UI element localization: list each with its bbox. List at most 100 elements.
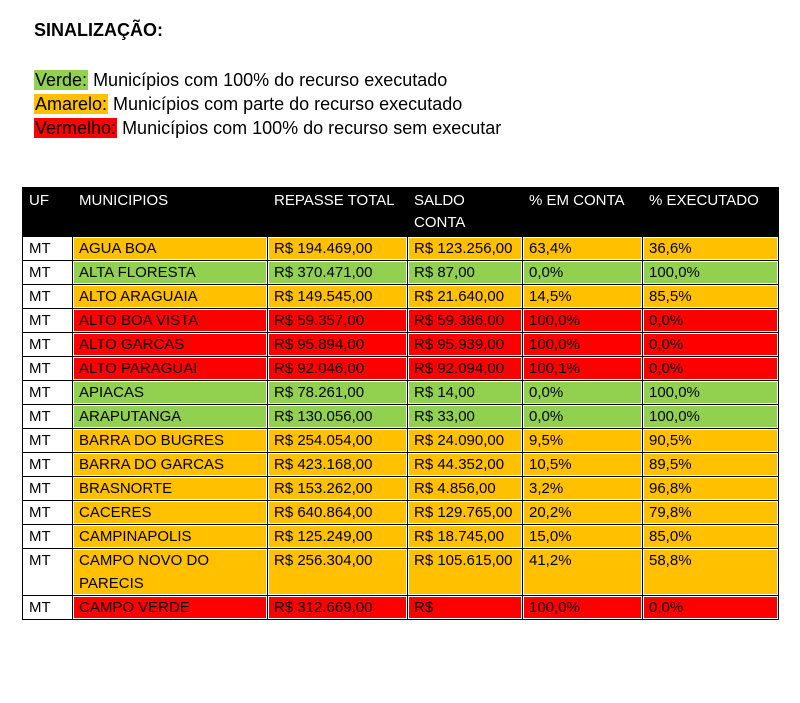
table-cell: 0,0%	[522, 380, 643, 405]
table-cell: R$ 640.864,00	[267, 500, 408, 525]
table-cell: 3,2%	[522, 476, 643, 501]
table-row: MT ALTO PARAGUAI R$ 92.046,00 R$ 92.094,00 1…	[22, 356, 779, 381]
table-row: MT CACERES R$ 640.864,00 R$ 129.765,00 20,2%…	[22, 500, 779, 525]
uf-cell: MT	[22, 524, 73, 549]
table-cell: 20,2%	[522, 500, 643, 525]
uf-cell: MT	[22, 332, 73, 357]
table-cell: R$ 95.894,00	[267, 332, 408, 357]
legend-item: Amarelo: Municípios com parte do recurso…	[34, 92, 501, 116]
table-row: MT BARRA DO GARCAS R$ 423.168,00 R$ 44.352,…	[22, 452, 779, 477]
table-cell: 15,0%	[522, 524, 643, 549]
uf-cell: MT	[22, 236, 73, 261]
table-cell: ALTA FLORESTA	[72, 260, 268, 285]
table-cell: R$ 92.046,00	[267, 356, 408, 381]
uf-cell: MT	[22, 260, 73, 285]
table-cell: R$ 105.615,00	[407, 548, 523, 596]
table-row: MT AGUA BOA R$ 194.469,00 R$ 123.256,00 63,4…	[22, 236, 779, 261]
legend-item: Vermelho: Municípios com 100% do recurso…	[34, 116, 501, 140]
table-row: MT ALTO BOA VISTA R$ 59.357,00 R$ 59.386,00…	[22, 308, 779, 333]
table-cell: 100,0%	[642, 260, 779, 285]
table-row: MT ALTO GARCAS R$ 95.894,00 R$ 95.939,00 100…	[22, 332, 779, 357]
table-cell: R$ 59.386,00	[407, 308, 523, 333]
table-body: MT AGUA BOA R$ 194.469,00 R$ 123.256,00 63,4…	[22, 236, 779, 620]
title: SINALIZAÇÃO:	[34, 20, 163, 40]
table-cell: ALTO PARAGUAI	[72, 356, 268, 381]
table-cell: R$ 14,00	[407, 380, 523, 405]
table-cell: 89,5%	[642, 452, 779, 477]
table-cell: R$ 125.249,00	[267, 524, 408, 549]
table-cell: R$ 153.262,00	[267, 476, 408, 501]
legend-item: Verde: Municípios com 100% do recurso ex…	[34, 68, 501, 92]
table-cell: CAMPO VERDE	[72, 595, 268, 620]
table-row: MT CAMPINAPOLIS R$ 125.249,00 R$ 18.745,00 1…	[22, 524, 779, 549]
table-cell: 0,0%	[642, 332, 779, 357]
table-cell: CAMPINAPOLIS	[72, 524, 268, 549]
table-cell: R$	[407, 595, 523, 620]
table-cell: 14,5%	[522, 284, 643, 309]
uf-cell: MT	[22, 308, 73, 333]
uf-cell: MT	[22, 500, 73, 525]
table-cell: R$ 92.094,00	[407, 356, 523, 381]
table-row: MT ALTA FLORESTA R$ 370.471,00 R$ 87,00 0,0%…	[22, 260, 779, 285]
uf-cell: MT	[22, 428, 73, 453]
table-cell: R$ 423.168,00	[267, 452, 408, 477]
table-cell: 0,0%	[642, 356, 779, 381]
column-header: MUNICIPIOS	[72, 187, 268, 237]
uf-cell: MT	[22, 404, 73, 429]
table-cell: R$ 21.640,00	[407, 284, 523, 309]
uf-cell: MT	[22, 380, 73, 405]
table-cell: BRASNORTE	[72, 476, 268, 501]
table-row: MT BRASNORTE R$ 153.262,00 R$ 4.856,00 3,2% 9…	[22, 476, 779, 501]
table-cell: R$ 59.357,00	[267, 308, 408, 333]
table-cell: APIACAS	[72, 380, 268, 405]
table-cell: 100,0%	[642, 404, 779, 429]
table-cell: 41,2%	[522, 548, 643, 596]
table-cell: R$ 312.669,00	[267, 595, 408, 620]
legend-label: Vermelho:	[34, 118, 118, 138]
table-cell: R$ 123.256,00	[407, 236, 523, 261]
table-row: MT ALTO ARAGUAIA R$ 149.545,00 R$ 21.640,00…	[22, 284, 779, 309]
data-table: UF MUNICIPIOS REPASSE TOTAL SALDO CONTA% EM…	[22, 187, 779, 620]
table-cell: R$ 95.939,00	[407, 332, 523, 357]
table-cell: CAMPO NOVO DO PARECIS	[72, 548, 268, 596]
table-cell: 79,8%	[642, 500, 779, 525]
table-cell: R$ 130.056,00	[267, 404, 408, 429]
table-cell: ALTO GARCAS	[72, 332, 268, 357]
table-cell: ALTO ARAGUAIA	[72, 284, 268, 309]
uf-cell: MT	[22, 452, 73, 477]
column-header: REPASSE TOTAL	[267, 187, 408, 237]
table-cell: R$ 78.261,00	[267, 380, 408, 405]
table-cell: 10,5%	[522, 452, 643, 477]
table-cell: ARAPUTANGA	[72, 404, 268, 429]
legend: Verde: Municípios com 100% do recurso ex…	[34, 68, 501, 140]
table-cell: 90,5%	[642, 428, 779, 453]
table-cell: R$ 370.471,00	[267, 260, 408, 285]
table-cell: R$ 24.090,00	[407, 428, 523, 453]
table-cell: 100,0%	[522, 595, 643, 620]
table-cell: AGUA BOA	[72, 236, 268, 261]
table-cell: 0,0%	[522, 404, 643, 429]
table-cell: 58,8%	[642, 548, 779, 596]
table-cell: 63,4%	[522, 236, 643, 261]
column-header: % EXECUTADO	[642, 187, 779, 237]
table-row: MT CAMPO VERDE R$ 312.669,00 R$ 100,0% 0,0%	[22, 595, 779, 620]
legend-text: Municípios com parte do recurso executad…	[113, 94, 463, 114]
table-cell: R$ 256.304,00	[267, 548, 408, 596]
table-cell: ALTO BOA VISTA	[72, 308, 268, 333]
table-cell: BARRA DO GARCAS	[72, 452, 268, 477]
table-cell: R$ 254.054,00	[267, 428, 408, 453]
table-row: MT CAMPO NOVO DO PARECIS R$ 256.304,00 R$ 1…	[22, 548, 779, 596]
column-header: % EM CONTA	[522, 187, 643, 237]
uf-cell: MT	[22, 476, 73, 501]
legend-label: Verde:	[34, 70, 89, 90]
table-cell: CACERES	[72, 500, 268, 525]
uf-cell: MT	[22, 595, 73, 620]
header-row: UF MUNICIPIOS REPASSE TOTAL SALDO CONTA% EM…	[22, 187, 779, 237]
table-cell: 9,5%	[522, 428, 643, 453]
table-cell: R$ 33,00	[407, 404, 523, 429]
column-header: SALDO CONTA	[407, 187, 523, 237]
table-cell: 36,6%	[642, 236, 779, 261]
table-cell: 0,0%	[642, 308, 779, 333]
table-cell: 100,1%	[522, 356, 643, 381]
